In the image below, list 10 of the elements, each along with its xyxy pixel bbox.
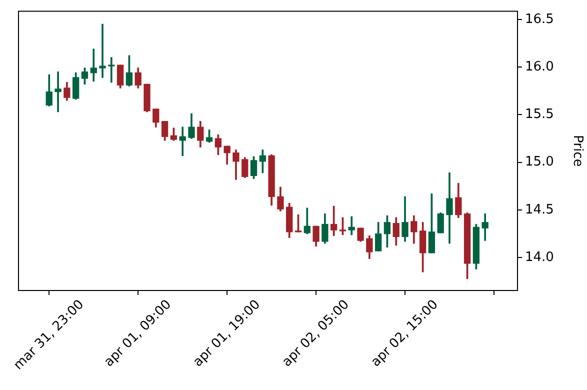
y-tick-label: 16.0	[525, 59, 554, 74]
y-axis-title: Price	[570, 135, 585, 167]
y-tick-label: 16.5	[525, 12, 554, 27]
y-tick-label: 15.5	[525, 107, 554, 122]
y-tick-label: 14.0	[525, 250, 554, 266]
candlestick	[108, 57, 115, 83]
y-tick-label: 14.5	[525, 202, 554, 218]
candlestick	[54, 71, 62, 112]
y-tick-label: 15.0	[525, 154, 554, 170]
candlestick	[99, 24, 106, 78]
